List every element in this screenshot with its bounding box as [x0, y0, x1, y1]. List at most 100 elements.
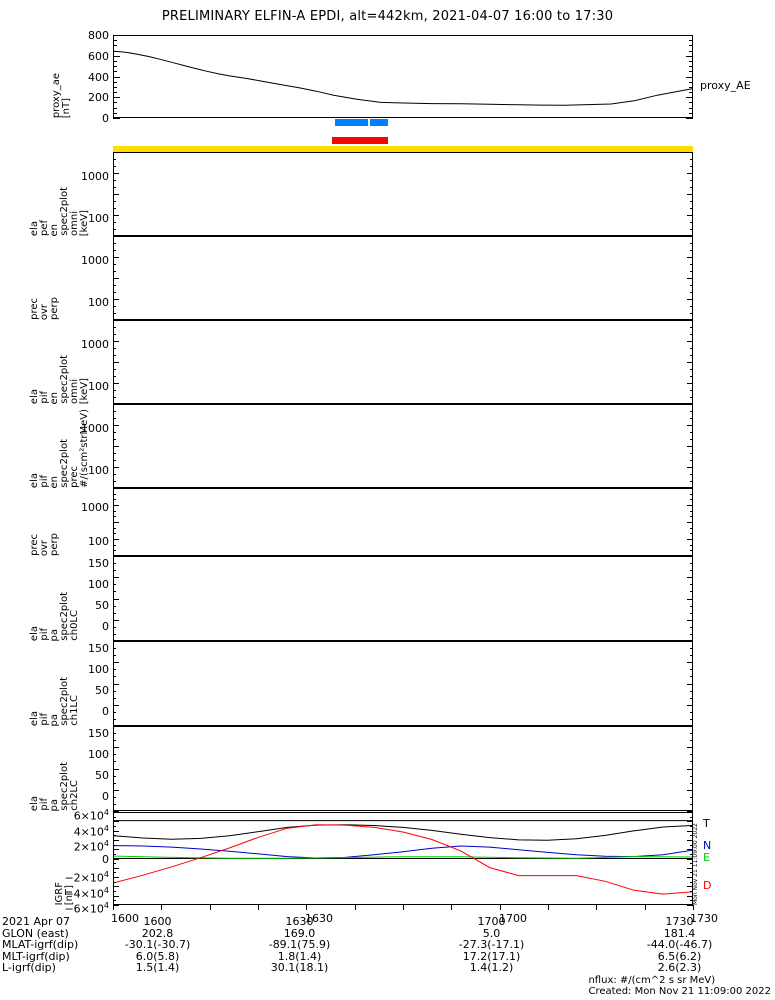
spec-tick [690, 761, 693, 763]
spec-tick [113, 264, 116, 265]
igrf-axis-title: IGRF [nT] [54, 812, 75, 905]
spec-tick [690, 655, 693, 657]
proxy-tick [113, 92, 117, 94]
spec-tick [690, 243, 693, 244]
spec-tick [113, 369, 116, 370]
igrf-y-tick-label: −2×104 [64, 870, 109, 885]
spec-tick [690, 390, 693, 391]
spec-tick [113, 761, 116, 763]
igrf-tick [690, 891, 693, 893]
proxy-tick [113, 102, 117, 104]
spec-tick [113, 789, 119, 791]
spec-tick [113, 453, 116, 454]
spec-tick [113, 493, 116, 495]
spectrogram-axis-title-1: prec ovr perp [29, 236, 60, 320]
spec-tick [687, 811, 693, 812]
igrf-tick [687, 867, 693, 869]
igrf-tick [113, 872, 116, 874]
spec-tick [113, 697, 116, 699]
spec-tick [113, 522, 119, 523]
spec-tick [690, 648, 693, 650]
spec-tick [113, 411, 116, 412]
spec-tick [113, 257, 119, 258]
spec-tick [113, 711, 116, 713]
spec-tick [687, 341, 693, 342]
time-tick-1700: 1700 [499, 912, 527, 925]
spec-y-tick-label: 100 [88, 463, 109, 477]
spec-tick [113, 306, 116, 307]
proxy-tick [686, 55, 693, 57]
spec-tick [690, 439, 693, 440]
spec-tick [690, 775, 693, 777]
proxy-tick [686, 118, 693, 119]
spec-tick [687, 446, 693, 447]
proxy-tick [113, 71, 117, 73]
axis-tick [306, 905, 308, 910]
proxy-tick [689, 60, 693, 62]
spec-tick [113, 467, 119, 468]
spec-tick [687, 598, 693, 600]
spec-y-tick-label: 100 [88, 211, 109, 225]
spec-tick [687, 577, 693, 579]
igrf-trace-D [114, 824, 692, 895]
spec-tick [113, 662, 119, 664]
igrf-y-tick-label: −6×104 [64, 901, 109, 916]
axis-tick [113, 905, 114, 910]
ephemeris-row: GLON (east) 202.8 169.0 5.0 181.4 [2, 926, 773, 940]
spec-tick [113, 159, 116, 160]
ephemeris-value: 1.5(1.4) [135, 961, 180, 975]
spec-y-tick-label: 100 [88, 748, 109, 762]
time-tick-1630: 1630 [305, 912, 333, 925]
spec-tick [113, 390, 116, 391]
spec-tick [690, 690, 693, 692]
proxy-tick [686, 97, 693, 99]
igrf-trace-T [114, 824, 692, 841]
proxy-ae-y-tick-label: 600 [88, 49, 109, 63]
igrf-tick [690, 844, 693, 846]
spec-tick [690, 432, 693, 433]
ephemeris-value: 1730 [665, 915, 694, 928]
spec-tick [690, 187, 693, 188]
proxy-tick [113, 76, 120, 78]
ephemeris-value: -27.3(-17.1) [458, 938, 525, 952]
proxy-tick [113, 86, 117, 88]
igrf-tick [113, 900, 116, 902]
igrf-tick [687, 858, 693, 860]
spec-tick [113, 292, 116, 293]
blue-event-bar-left [335, 119, 368, 126]
spec-tick [113, 612, 116, 614]
spec-y-tick-label: 150 [88, 727, 109, 741]
igrf-tick [687, 849, 693, 851]
igrf-tick [113, 844, 116, 846]
igrf-traces [114, 820, 692, 895]
spec-tick [687, 488, 693, 489]
igrf-tick [113, 812, 119, 813]
igrf-tick [113, 821, 119, 823]
spec-tick [690, 166, 693, 167]
spec-y-tick-label: 1000 [81, 337, 109, 351]
spec-tick [113, 796, 116, 798]
footer-nflux: nflux: #/(cm^2 s sr MeV) [588, 975, 716, 986]
spec-tick [113, 341, 119, 342]
proxy-tick [113, 112, 117, 114]
spec-tick [113, 655, 116, 657]
ephemeris-value: 1630 [285, 915, 314, 928]
igrf-legend-N: N [703, 839, 712, 852]
spec-tick [113, 187, 116, 188]
ephemeris-value: 30.1(18.1) [270, 961, 329, 975]
spec-y-tick-label: 150 [88, 642, 109, 656]
spec-tick [690, 369, 693, 370]
spec-tick [690, 563, 693, 565]
spec-tick [690, 711, 693, 713]
spec-tick [690, 544, 693, 546]
spec-tick [113, 803, 116, 805]
spec-tick [687, 383, 693, 384]
spec-tick [113, 299, 119, 300]
spec-tick [113, 243, 116, 244]
spec-tick [113, 425, 119, 426]
ephemeris-value: 202.8 [141, 926, 174, 940]
page-title: PRELIMINARY ELFIN-A EPDI, alt=442km, 202… [161, 9, 614, 24]
spec-tick [113, 215, 119, 216]
spec-tick [113, 669, 116, 671]
